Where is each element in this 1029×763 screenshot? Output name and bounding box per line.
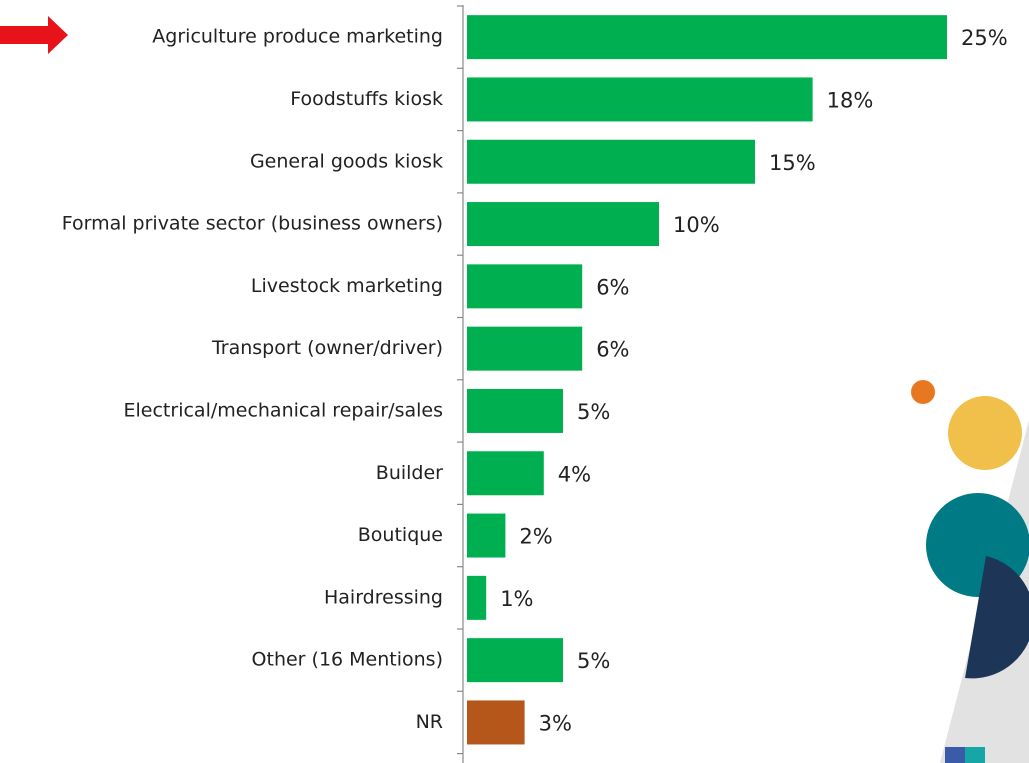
value-label: 5%: [577, 649, 610, 673]
category-label: General goods kiosk: [250, 150, 443, 172]
category-label: Boutique: [358, 524, 443, 546]
category-label: Electrical/mechanical repair/sales: [124, 399, 443, 421]
value-label: 3%: [539, 711, 572, 735]
value-label: 2%: [519, 525, 552, 549]
highlight-arrow: [0, 16, 68, 54]
bar: [467, 388, 563, 433]
value-label: 4%: [558, 462, 591, 486]
value-label: 18%: [827, 88, 874, 112]
bar: [467, 77, 813, 122]
bar: [467, 513, 506, 558]
category-label: Builder: [376, 462, 443, 484]
bar: [467, 575, 487, 620]
category-label: Agriculture produce marketing: [152, 26, 443, 48]
decor-half: [965, 556, 1029, 679]
bar: [467, 326, 583, 371]
bar: [467, 202, 659, 247]
value-label: 15%: [769, 151, 816, 175]
bar: [467, 700, 525, 745]
category-label: NR: [416, 711, 443, 733]
value-label: 10%: [673, 213, 720, 237]
category-label: Livestock marketing: [251, 275, 443, 297]
value-label: 25%: [961, 26, 1008, 50]
decor-circle: [948, 396, 1022, 470]
category-label: Formal private sector (business owners): [62, 213, 443, 235]
decor-icon: [965, 747, 985, 763]
bar: [467, 15, 947, 60]
category-label: Foodstuffs kiosk: [290, 88, 443, 110]
bar: [467, 451, 544, 496]
value-label: 6%: [596, 275, 629, 299]
category-label: Other (16 Mentions): [252, 649, 443, 671]
category-label: Transport (owner/driver): [211, 337, 443, 359]
value-label: 5%: [577, 400, 610, 424]
category-label: Hairdressing: [324, 586, 443, 608]
value-label: 1%: [500, 587, 533, 611]
decor-dot: [911, 380, 935, 404]
bar: [467, 638, 563, 683]
bar: [467, 264, 583, 309]
value-label: 6%: [596, 338, 629, 362]
bar: [467, 139, 755, 184]
